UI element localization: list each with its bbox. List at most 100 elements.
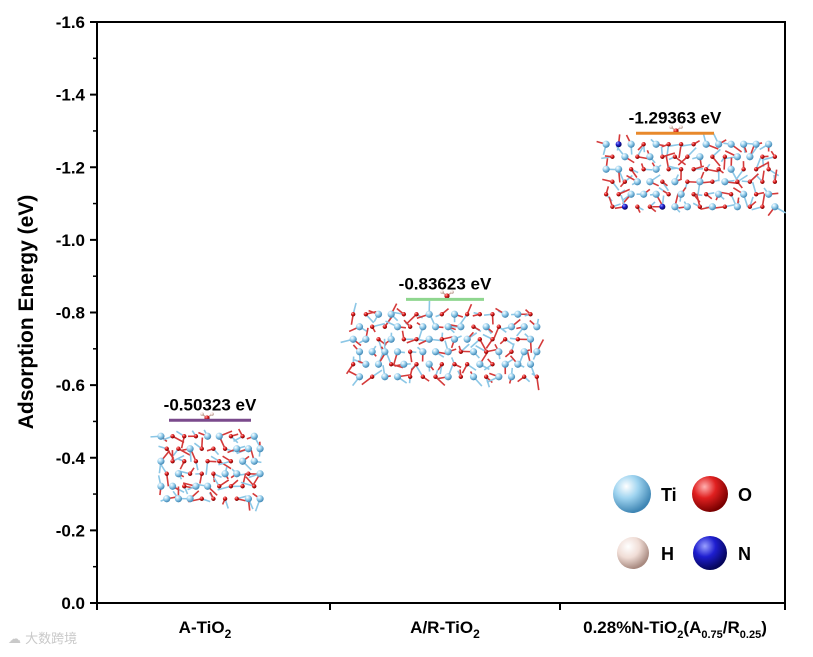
structure-bond xyxy=(665,156,670,170)
structure-atom xyxy=(521,374,527,379)
structure-atom xyxy=(425,360,433,368)
structure-atom xyxy=(616,192,621,197)
legend-h-swatch xyxy=(617,537,649,569)
structure-bond xyxy=(761,193,766,207)
structure-atom xyxy=(615,141,622,148)
structure-atom xyxy=(602,140,610,148)
structure-atom xyxy=(458,374,464,379)
structure-atom xyxy=(722,154,728,159)
structure-atom xyxy=(685,154,690,159)
x-axis-ticks xyxy=(96,603,786,610)
structure-atom xyxy=(244,495,253,503)
structure-atom xyxy=(228,459,234,464)
structure-bond xyxy=(536,376,540,391)
structure-bond xyxy=(674,156,687,166)
structure-atom xyxy=(164,471,169,476)
structure-atom xyxy=(452,362,457,367)
structure-atom xyxy=(414,362,419,367)
structure-atom xyxy=(215,432,223,440)
structure-atom xyxy=(369,324,375,329)
structure-atom xyxy=(256,470,264,478)
structure-atom xyxy=(228,484,234,489)
structure-atom xyxy=(640,190,648,198)
structure-atom xyxy=(528,312,533,317)
structure-atom xyxy=(660,154,665,159)
structure-atom xyxy=(622,179,628,184)
structure-atom xyxy=(691,167,696,172)
watermark-icon: ☁ xyxy=(8,632,21,647)
structure-atom xyxy=(170,459,175,464)
structure-atom xyxy=(633,178,641,186)
structure-atom xyxy=(362,335,370,343)
structure-atom xyxy=(715,140,723,148)
structure-atom xyxy=(469,348,478,356)
structure-atom xyxy=(176,446,181,451)
structure-atom xyxy=(244,445,253,453)
structure-atom xyxy=(647,204,653,209)
structure-atom xyxy=(490,312,495,317)
structure-atom xyxy=(374,360,383,368)
structure-atom xyxy=(444,323,452,331)
structure-atom xyxy=(252,484,257,489)
structure-a-r-tio2 xyxy=(340,290,545,391)
structure-atom xyxy=(362,360,370,368)
structure-atom xyxy=(374,310,383,318)
structure-atom xyxy=(733,153,741,161)
structure-atom xyxy=(187,471,193,476)
structure-bond xyxy=(406,313,418,325)
structure-atom xyxy=(710,179,715,184)
structure-a-tio2 xyxy=(150,412,264,512)
structure-atom xyxy=(772,154,778,159)
structure-atom xyxy=(721,178,729,186)
structure-atom xyxy=(350,312,356,317)
structure-atom xyxy=(533,323,541,331)
structure-atom xyxy=(652,140,660,148)
x-category-labels: A-TiO2 A/R-TiO2 0.28%N-TiO2(A0.75/R0.25) xyxy=(179,618,767,641)
structure-atom xyxy=(199,471,204,476)
structure-atom xyxy=(157,457,165,465)
structure-atom xyxy=(419,348,427,356)
structure-atom xyxy=(217,459,222,464)
structure-atom xyxy=(627,190,635,198)
structure-bond xyxy=(178,448,191,456)
y-tick-label-6: -1.2 xyxy=(56,158,85,177)
structure-atom xyxy=(685,179,690,184)
structure-atom xyxy=(483,374,489,379)
y-tick-label-1: -0.2 xyxy=(56,521,85,540)
structure-atom xyxy=(476,360,484,368)
legend-ti-swatch xyxy=(613,475,651,513)
structure-atom xyxy=(715,190,723,198)
structure-atom xyxy=(199,446,204,451)
structure-atom xyxy=(221,470,229,478)
structure-atom xyxy=(621,203,628,210)
structure-atom xyxy=(747,179,753,184)
structure-atom xyxy=(490,362,495,367)
structure-atom xyxy=(669,125,673,129)
structure-atom xyxy=(501,360,509,368)
watermark-text: ☁ 大数跨境 xyxy=(8,628,77,647)
structure-atom xyxy=(495,373,503,381)
structure-atom xyxy=(515,337,521,342)
structure-atom xyxy=(407,349,413,354)
structure-atom xyxy=(170,434,175,439)
structure-atom xyxy=(703,167,709,172)
structure-atom xyxy=(660,179,665,184)
structure-atom xyxy=(603,192,609,197)
structure-atom xyxy=(355,348,364,356)
structure-atom xyxy=(741,167,746,172)
structure-atom xyxy=(483,349,489,354)
x-category-label-2: A/R-TiO2 xyxy=(410,618,480,641)
atom-legend: Ti O H N xyxy=(613,475,752,570)
structure-atom xyxy=(697,204,703,209)
structure-atom xyxy=(507,323,516,331)
legend-h-label: H xyxy=(661,544,674,564)
structure-atom xyxy=(199,496,204,501)
structure-atom xyxy=(163,495,171,503)
structure-atom xyxy=(355,323,364,331)
legend-n-swatch xyxy=(693,536,727,570)
structure-atom xyxy=(234,496,239,501)
structure-atom xyxy=(157,482,165,490)
structure-atom xyxy=(440,290,444,294)
structure-atom xyxy=(677,190,685,198)
